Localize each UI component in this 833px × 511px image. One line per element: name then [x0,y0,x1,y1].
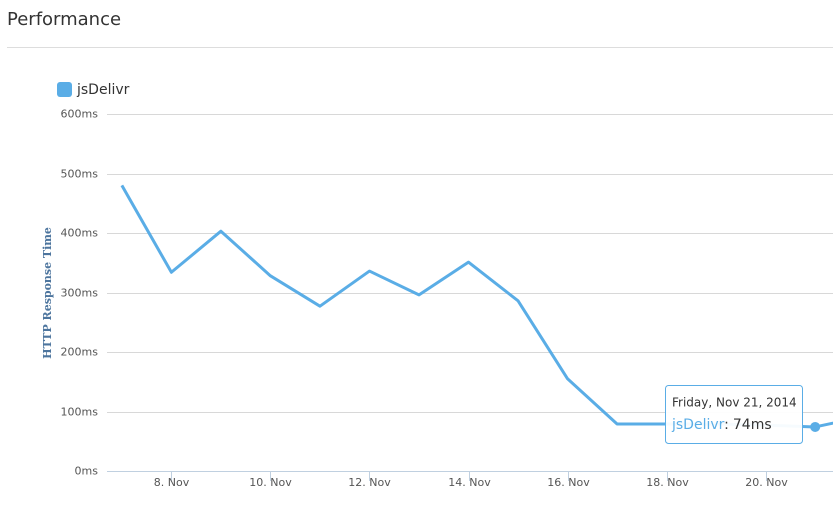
y-tick-label: 300ms [61,287,99,300]
y-tick-label: 500ms [61,168,99,181]
x-tick-label: 8. Nov [154,476,190,489]
x-tick-label: 16. Nov [547,476,590,489]
legend-label: jsDelivr [76,82,130,98]
hover-point [810,421,821,432]
tooltip-value: 74ms [733,417,772,433]
y-tick-label: 100ms [61,406,99,419]
tooltip-body: jsDelivr: 74ms [671,417,772,433]
y-tick-label: 400ms [61,227,99,240]
y-tick-label: 0ms [75,465,99,478]
tooltip-header: Friday, Nov 21, 2014 [672,396,797,410]
x-tick-label: 10. Nov [249,476,292,489]
x-tick-label: 20. Nov [745,476,788,489]
tooltip [665,385,803,444]
y-tick-label: 200ms [61,346,99,359]
y-axis-title: HTTP Response Time [41,227,54,359]
tooltip-separator: : [724,417,729,433]
tooltip-series: jsDelivr [671,417,725,433]
x-tick-label: 12. Nov [348,476,391,489]
legend-swatch [57,82,72,97]
y-tick-label: 600ms [61,108,99,121]
page-title: Performance [7,9,121,30]
x-tick-label: 14. Nov [448,476,491,489]
x-tick-label: 18. Nov [646,476,689,489]
